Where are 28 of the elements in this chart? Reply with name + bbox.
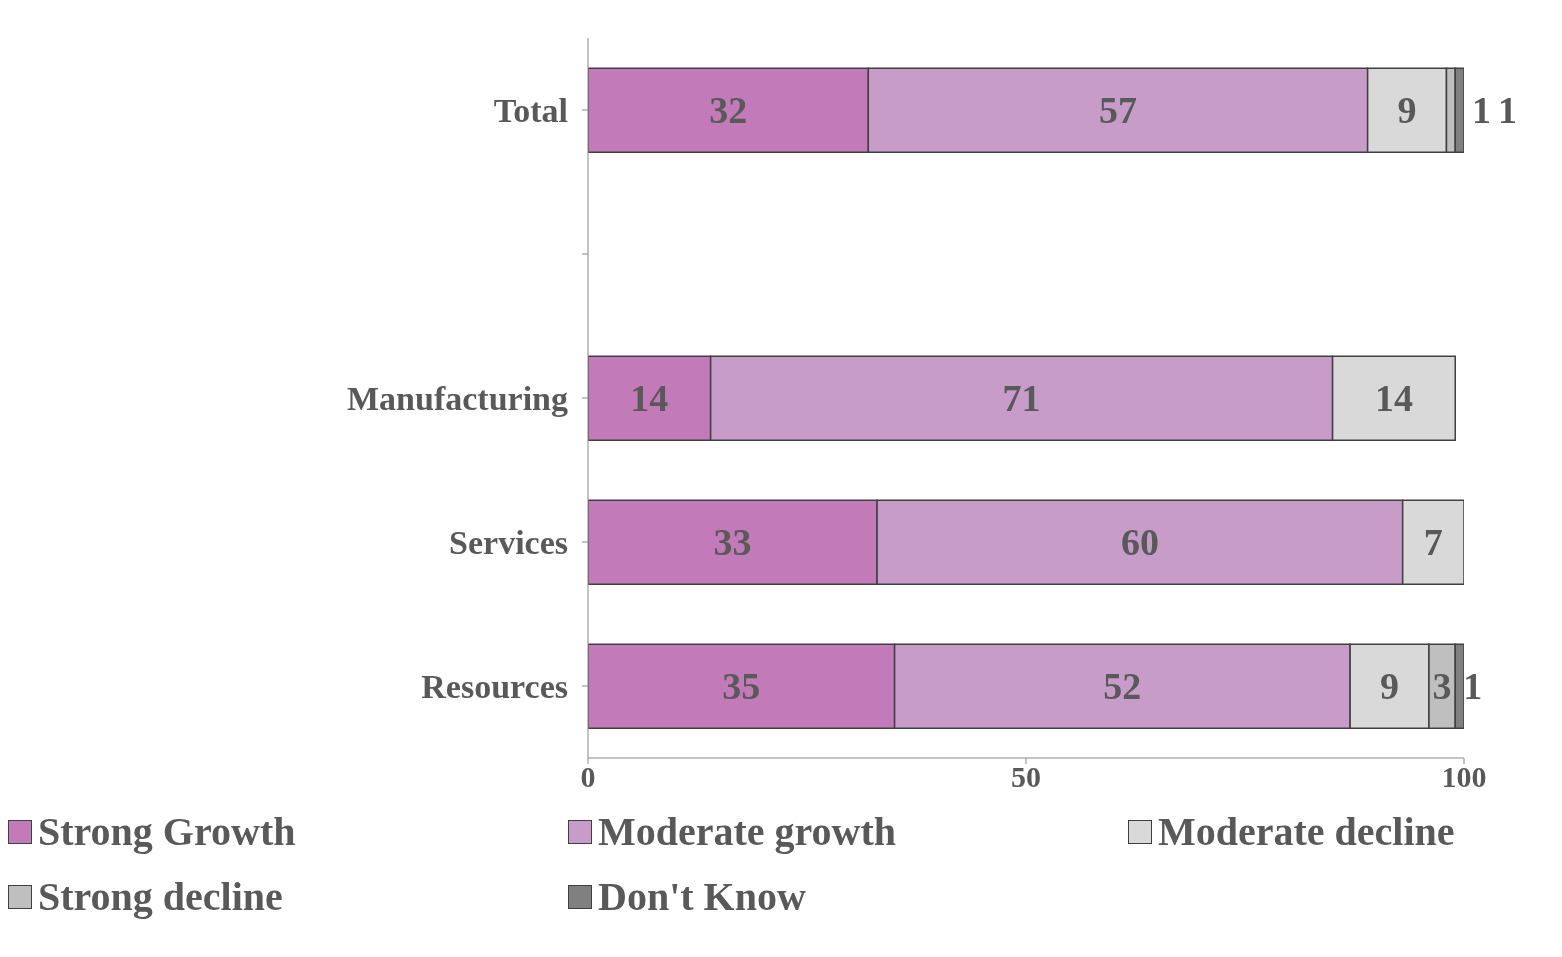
x-tick-label: 0 <box>580 760 596 794</box>
data-label: 1 <box>1463 665 1483 708</box>
data-label: 71 <box>1002 377 1041 420</box>
legend-label: Strong Growth <box>38 808 296 855</box>
data-label: 14 <box>630 377 669 420</box>
data-label: 60 <box>1120 521 1159 564</box>
data-label: 33 <box>713 521 752 564</box>
legend-label: Moderate growth <box>598 808 897 855</box>
data-label: 9 <box>1380 665 1400 708</box>
y-tick-label: Total <box>493 92 568 130</box>
data-label: 57 <box>1098 89 1137 132</box>
y-tick-label: Resources <box>421 668 568 706</box>
data-label: 7 <box>1423 521 1443 564</box>
x-tick-label: 50 <box>1011 760 1041 794</box>
y-tick-label: Manufacturing <box>347 380 568 418</box>
data-label: 35 <box>722 665 761 708</box>
y-tick-label: Services <box>449 524 568 562</box>
legend-label: Strong decline <box>38 873 283 920</box>
x-tick-label: 100 <box>1441 760 1487 794</box>
data-label: 32 <box>709 89 748 132</box>
legend-label: Don't Know <box>598 873 806 920</box>
data-label: 9 <box>1397 89 1417 132</box>
data-label: 14 <box>1374 377 1413 420</box>
data-label: 52 <box>1103 665 1142 708</box>
data-label: 1 <box>1472 89 1491 132</box>
data-label: 3 <box>1432 665 1452 708</box>
data-label: 1 <box>1498 89 1517 132</box>
legend-label: Moderate decline <box>1158 808 1455 855</box>
